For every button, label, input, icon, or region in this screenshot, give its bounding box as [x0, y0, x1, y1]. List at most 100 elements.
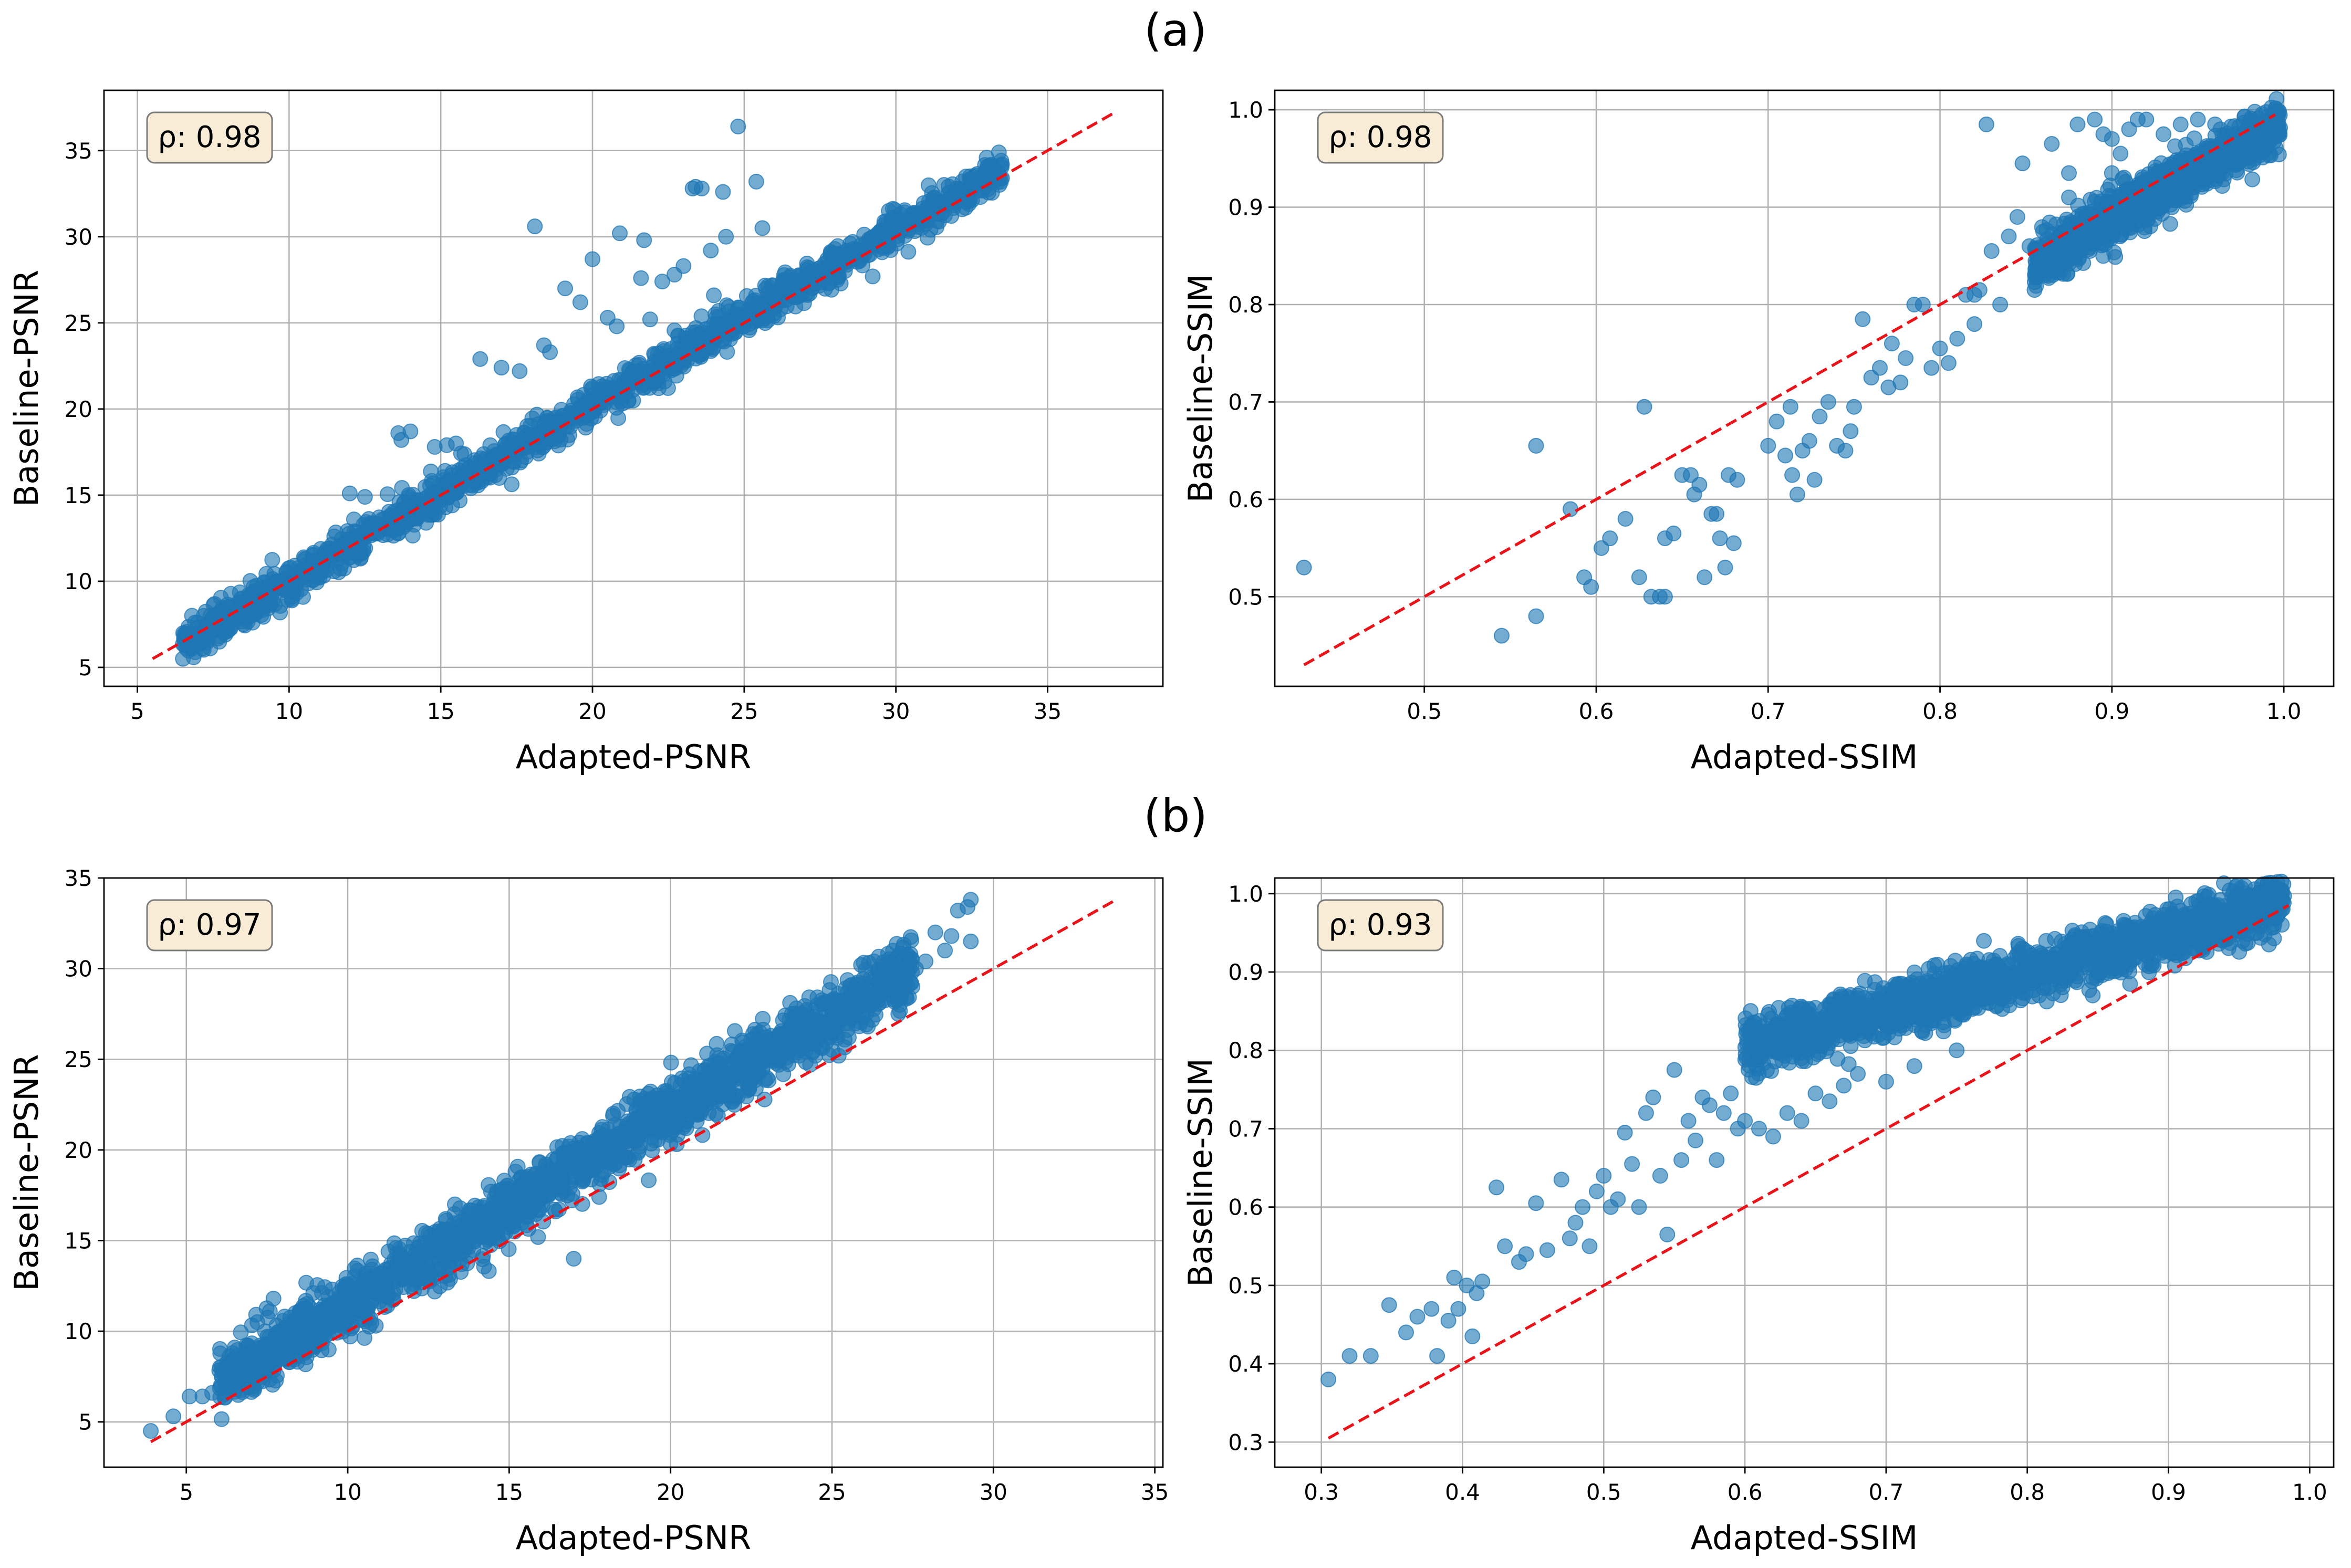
- data-point: [250, 1315, 265, 1330]
- data-point: [1979, 117, 1994, 132]
- data-point: [1967, 317, 1982, 331]
- data-point: [558, 281, 573, 296]
- x-tick-label: 10: [275, 698, 303, 724]
- data-point: [1873, 361, 1887, 375]
- data-point: [755, 221, 770, 235]
- data-point: [1692, 477, 1707, 492]
- data-point: [1821, 395, 1836, 410]
- data-points: [1297, 92, 2287, 643]
- data-point: [928, 925, 943, 940]
- data-point: [497, 1173, 512, 1188]
- data-point: [731, 300, 746, 315]
- x-axis-label: Adapted-PSNR: [516, 1519, 751, 1557]
- data-point: [573, 295, 588, 310]
- y-tick-label: 30: [65, 224, 92, 250]
- data-point: [871, 992, 886, 1007]
- correlation-annotation: ρ: 0.98: [158, 120, 262, 154]
- data-point: [1529, 609, 1544, 624]
- y-tick-label: 0.6: [1228, 487, 1263, 513]
- data-point: [262, 1330, 277, 1344]
- data-point: [527, 219, 542, 234]
- y-tick-label: 20: [65, 1137, 92, 1163]
- data-point: [2248, 104, 2262, 119]
- data-point: [1297, 560, 1312, 575]
- data-point: [487, 444, 502, 458]
- data-point: [983, 158, 998, 172]
- data-point: [529, 407, 544, 422]
- data-point: [574, 1165, 589, 1180]
- data-point: [1933, 341, 1948, 356]
- data-point: [892, 998, 907, 1012]
- data-point: [944, 929, 959, 944]
- data-point: [1941, 356, 1956, 370]
- data-point: [265, 552, 279, 567]
- data-point: [506, 436, 521, 451]
- data-point: [2206, 150, 2221, 164]
- data-point: [1761, 438, 1775, 453]
- data-point: [2130, 198, 2145, 213]
- data-point: [609, 319, 624, 333]
- y-tick-label: 0.5: [1228, 584, 1263, 610]
- data-point: [2139, 112, 2154, 127]
- data-point: [715, 185, 730, 200]
- y-tick-label: 0.9: [1228, 195, 1263, 221]
- data-point: [203, 641, 217, 656]
- y-axis-label: Baseline-PSNR: [7, 1054, 46, 1291]
- data-point: [849, 1002, 864, 1017]
- data-point: [748, 1022, 763, 1037]
- data-point: [1838, 443, 1853, 458]
- data-point: [494, 360, 509, 375]
- data-point: [1637, 400, 1652, 414]
- data-point: [926, 194, 941, 209]
- data-point: [1713, 531, 1728, 546]
- data-point: [1924, 361, 1939, 375]
- section-label-b: (b): [1070, 790, 1281, 842]
- data-point: [381, 1244, 396, 1259]
- data-point: [746, 294, 761, 309]
- data-point: [1893, 375, 1908, 390]
- data-point: [1529, 438, 1544, 453]
- data-point: [2141, 167, 2156, 182]
- x-tick-label: 30: [882, 698, 910, 724]
- data-point: [881, 946, 896, 961]
- data-point: [287, 558, 302, 573]
- data-point: [686, 1099, 701, 1114]
- data-point: [766, 1046, 781, 1060]
- data-point: [1802, 434, 1817, 448]
- data-point: [761, 1073, 776, 1088]
- data-point: [918, 954, 933, 969]
- data-point: [1950, 331, 1964, 346]
- data-point: [643, 312, 658, 327]
- data-point: [2219, 158, 2234, 173]
- data-point: [285, 589, 299, 604]
- data-point: [299, 1276, 314, 1290]
- x-tick-label: 0.7: [1751, 698, 1786, 724]
- data-point: [1618, 511, 1633, 526]
- data-point: [676, 259, 691, 274]
- data-point: [731, 119, 745, 134]
- data-point: [896, 940, 910, 955]
- data-point: [723, 332, 737, 347]
- data-point: [357, 1331, 372, 1345]
- data-point: [404, 511, 419, 526]
- data-point: [2156, 127, 2171, 142]
- data-point: [550, 1151, 565, 1165]
- data-point: [2002, 229, 2016, 244]
- data-point: [350, 1258, 365, 1273]
- x-tick-label: 0.8: [1922, 698, 1958, 724]
- y-tick-label: 0.8: [1228, 292, 1263, 318]
- data-point: [2044, 137, 2059, 151]
- data-point: [230, 1366, 244, 1381]
- data-point: [830, 1031, 845, 1046]
- data-point: [622, 1116, 637, 1131]
- data-point: [667, 323, 682, 338]
- data-point: [1984, 244, 1999, 258]
- y-tick-label: 15: [65, 1228, 92, 1253]
- data-point: [727, 1023, 742, 1038]
- y-tick-label: 10: [65, 1319, 92, 1344]
- data-point: [1697, 570, 1712, 584]
- data-point: [706, 288, 721, 302]
